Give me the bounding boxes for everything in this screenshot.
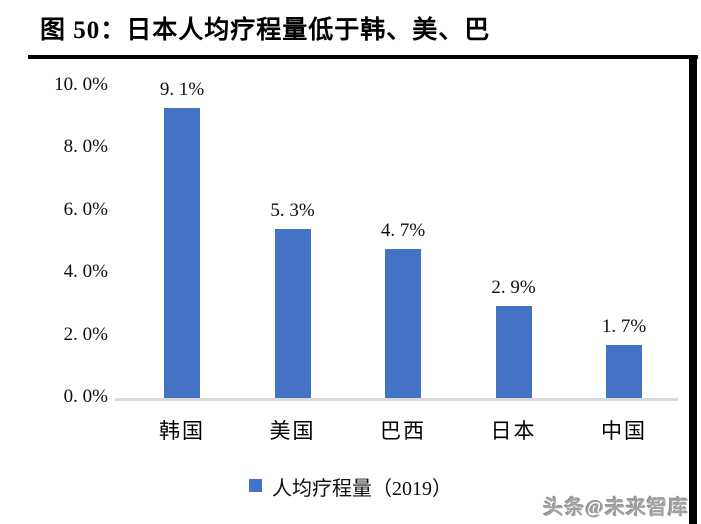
- x-axis-category-label: 中国: [601, 419, 647, 443]
- y-axis-tick-label: 4. 0%: [63, 261, 108, 283]
- x-axis-category-label: 韩国: [159, 419, 205, 443]
- bar-chart: 10. 0% 8. 0% 6. 0% 4. 0% 2. 0% 0. 0% 9. 1% 韩国 5…: [0, 60, 701, 500]
- bar-data-label: 9. 1%: [159, 78, 205, 100]
- legend: 人均疗程量（2019）: [0, 472, 701, 501]
- y-axis-tick-label: 2. 0%: [63, 323, 108, 345]
- x-axis-category-label: 日本: [490, 419, 537, 443]
- x-axis-category-label: 美国: [269, 419, 316, 443]
- figure-title: 图 50：日本人均疗程量低于韩、美、巴: [40, 17, 491, 44]
- watermark-toutiao: 头条@未来智库: [543, 497, 689, 519]
- legend-marker-square: [249, 478, 262, 492]
- bar-美国: [274, 229, 311, 399]
- bar-data-label: 4. 7%: [380, 219, 426, 241]
- legend-entry: 人均疗程量（2019）: [249, 472, 452, 501]
- bar-data-label: 1. 7%: [601, 315, 647, 337]
- table-border-right: [689, 55, 697, 524]
- bar-日本: [495, 306, 532, 399]
- x-axis-category-label: 巴西: [380, 419, 426, 443]
- y-axis-tick-label: 10. 0%: [54, 74, 108, 95]
- bar-巴西: [385, 248, 421, 399]
- x-axis-line: [115, 398, 678, 401]
- bar-中国: [606, 344, 642, 399]
- y-axis-tick-label: 0. 0%: [63, 386, 108, 407]
- y-axis-tick-label: 6. 0%: [63, 198, 108, 220]
- y-axis-tick-label: 8. 0%: [63, 136, 108, 158]
- bar-韩国: [164, 107, 200, 399]
- title-underline: [28, 55, 698, 59]
- bar-data-label: 5. 3%: [270, 200, 315, 222]
- legend-series-label: 人均疗程量（2019）: [272, 478, 452, 500]
- bar-data-label: 2. 9%: [491, 277, 536, 299]
